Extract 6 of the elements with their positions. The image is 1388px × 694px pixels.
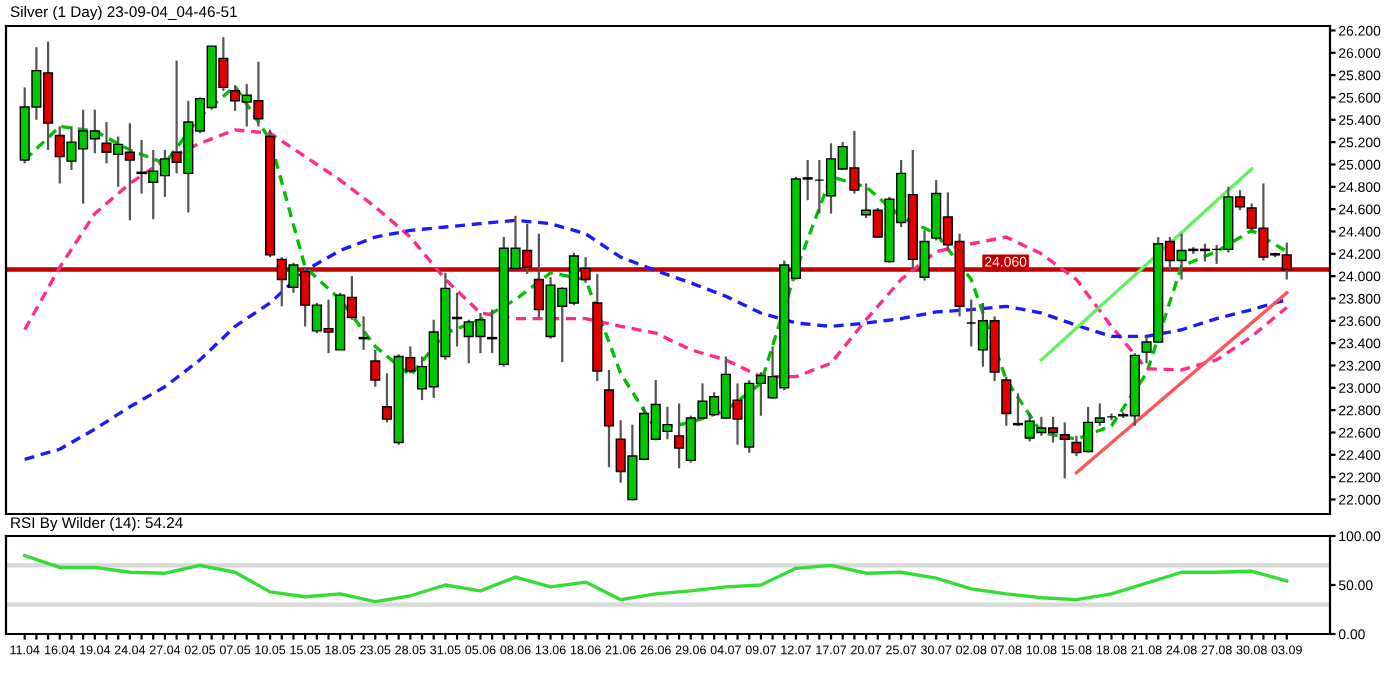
candlestick [370, 348, 381, 388]
candlestick [1059, 421, 1070, 480]
line-series [23, 218, 1289, 461]
line-series [23, 553, 1289, 604]
candlestick [1001, 375, 1012, 427]
candlestick [603, 368, 615, 469]
